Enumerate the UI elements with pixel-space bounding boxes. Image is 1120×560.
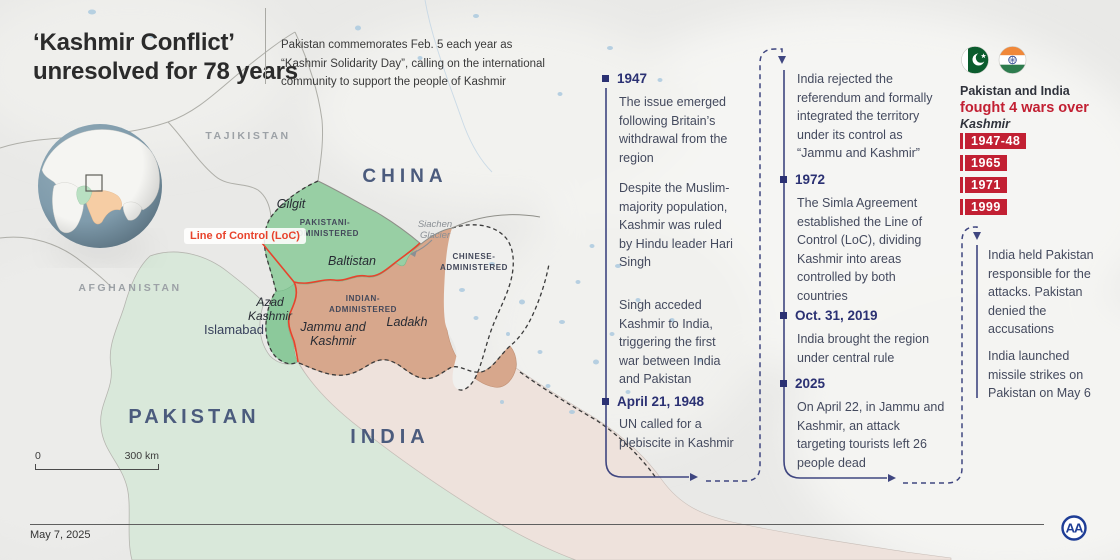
title-line-2: unresolved for 78 years — [33, 58, 298, 85]
map-label-pakistani-administered: PAKISTANI- ADMINISTERED — [290, 218, 360, 238]
bullet-square-icon — [780, 380, 787, 387]
timeline-text: The Simla Agreement established the Line… — [797, 196, 923, 303]
bullet-square-icon — [780, 176, 787, 183]
map-label-baltistan: Baltistan — [328, 254, 376, 268]
map-label-pakistan: PAKISTAN — [128, 406, 260, 428]
line-of-control-label: Line of Control (LoC) — [184, 228, 306, 244]
timeline-text: On April 22, in Jammu and Kashmir, an at… — [797, 400, 945, 470]
timeline-text: The issue emerged following Britain’s wi… — [619, 95, 728, 165]
anadolu-agency-logo: AA — [1061, 515, 1087, 541]
globe-kashmir-marker — [85, 174, 103, 192]
war-year-badge: 1999 — [960, 199, 1007, 215]
timeline-event-2019: Oct. 31, 2019 — [780, 308, 878, 323]
map-label-afghanistan: AFGHANISTAN — [78, 282, 182, 294]
map-label-azad-kashmir: Azad Kashmir — [247, 295, 293, 323]
war-year: 1965 — [965, 155, 1007, 171]
china-border — [317, 180, 541, 245]
war-year-badges: 1947-48 1965 1971 1999 — [960, 133, 1027, 215]
map-label-india: INDIA — [350, 426, 430, 448]
map-label-indian-administered: INDIAN- ADMINISTERED — [328, 294, 398, 314]
bullet-square-icon — [602, 75, 609, 82]
map-label-gilgit: Gilgit — [276, 197, 306, 211]
scale-end: 300 km — [124, 450, 159, 462]
wars-intro-line3: Kashmir — [960, 117, 1011, 131]
timeline-date: Oct. 31, 2019 — [795, 308, 878, 323]
timeline-text: UN called for a plebiscite in Kashmir — [619, 417, 734, 450]
timeline-event-1972: 1972 — [780, 172, 825, 187]
timeline-event-2025: 2025 — [780, 376, 825, 391]
globe-inset — [38, 124, 162, 257]
svg-text:AA: AA — [1066, 521, 1084, 536]
war-year: 1999 — [965, 199, 1007, 215]
flags — [961, 46, 1027, 74]
map-scale-bar: 0 300 km — [35, 450, 159, 470]
war-year-badge: 1965 — [960, 155, 1007, 171]
page-title: ‘Kashmir Conflict’ unresolved for 78 yea… — [33, 28, 298, 86]
scale-start: 0 — [35, 450, 41, 462]
wars-intro: Pakistan and India fought 4 wars over Ka… — [960, 84, 1089, 132]
timeline-date: 1972 — [795, 172, 826, 187]
map-label-china: CHINA — [362, 166, 448, 187]
bullet-square-icon — [780, 312, 787, 319]
aftermath-text: India launched missile strikes on Pakist… — [988, 349, 1091, 400]
line-of-control — [261, 242, 421, 363]
timeline-text: India rejected the referendum and formal… — [797, 72, 933, 160]
chinese-administered-region — [443, 224, 514, 391]
pakistan-flag-icon — [961, 46, 989, 74]
map-label-siachen-glacier: Siachen Glacier — [417, 219, 453, 241]
aftermath-text: India held Pakistan responsible for the … — [988, 248, 1094, 336]
map-label-chinese-administered: CHINESE- ADMINISTERED — [439, 252, 509, 272]
footer-divider — [30, 524, 1044, 525]
wars-intro-line1: Pakistan and India — [960, 84, 1070, 98]
war-year-badge: 1971 — [960, 177, 1007, 193]
timeline-text: Singh acceded Kashmir to India, triggeri… — [619, 298, 721, 386]
scale-line — [35, 464, 159, 470]
timeline-event-1948: April 21, 1948 — [602, 394, 704, 409]
war-year: 1947-48 — [965, 133, 1027, 149]
india-flag-icon — [999, 46, 1026, 74]
war-year: 1971 — [965, 177, 1007, 193]
map-label-tajikistan: TAJIKISTAN — [205, 130, 291, 142]
timeline-date: April 21, 1948 — [617, 394, 705, 409]
timeline-text: Despite the Muslim-majority population, … — [619, 181, 733, 269]
timeline-event-1947: 1947 — [602, 71, 647, 86]
map-label-ladakh: Ladakh — [386, 315, 428, 329]
wars-intro-line2: fought 4 wars over — [960, 100, 1089, 116]
bullet-square-icon — [602, 398, 609, 405]
timeline-date: 1947 — [617, 71, 648, 86]
timeline-text: India brought the region under central r… — [797, 332, 930, 365]
subtitle: Pakistan commemorates Feb. 5 each year a… — [281, 39, 545, 88]
map-label-jammu-kashmir: Jammu and Kashmir — [300, 320, 366, 348]
timeline-date: 2025 — [795, 376, 826, 391]
header-divider — [265, 8, 266, 84]
title-line-1: ‘Kashmir Conflict’ — [33, 29, 235, 56]
war-year-badge: 1947-48 — [960, 133, 1027, 149]
map-label-islamabad: Islamabad — [204, 322, 264, 337]
siachen-arrow — [410, 239, 433, 257]
publication-date: May 7, 2025 — [30, 529, 91, 541]
